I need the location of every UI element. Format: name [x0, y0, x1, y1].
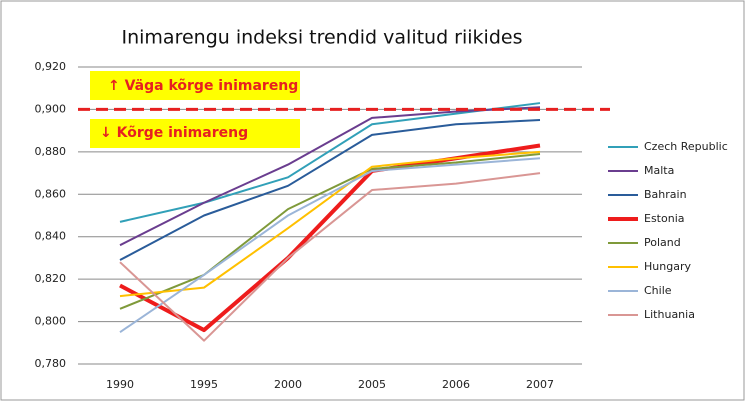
legend-label: Poland: [644, 236, 681, 249]
series-line: [119, 150, 541, 298]
series-line: [119, 119, 541, 261]
y-tick-label: 0,840: [35, 230, 67, 243]
legend-label: Estonia: [644, 212, 685, 225]
y-tick-label: 0,860: [35, 187, 67, 200]
annotation-box: [90, 71, 300, 100]
legend-label: Bahrain: [644, 188, 687, 201]
series-line: [119, 172, 541, 342]
x-tick-label: 1990: [106, 378, 134, 391]
annotation: ↓ Kõrge inimareng: [100, 125, 248, 141]
series-line: [119, 102, 541, 223]
legend-label: Lithuania: [644, 308, 695, 321]
x-tick-label: 1995: [190, 378, 218, 391]
y-tick-label: 0,820: [35, 272, 67, 285]
annotation-box: [90, 119, 300, 148]
y-tick-label: 0,880: [35, 145, 67, 158]
y-tick-label: 0,900: [35, 102, 67, 115]
chart-title: Inimarengu indeksi trendid valitud riiki…: [122, 27, 523, 49]
x-tick-label: 2005: [358, 378, 386, 391]
legend-label: Chile: [644, 284, 672, 297]
x-tick-label: 2000: [274, 378, 302, 391]
x-tick-label: 2006: [442, 378, 470, 391]
series-line: [119, 143, 541, 333]
y-tick-label: 0,800: [35, 315, 67, 328]
annotation: ↑ Väga kõrge inimareng: [108, 78, 298, 94]
legend-label: Hungary: [644, 260, 691, 273]
series-line: [119, 157, 541, 334]
legend-label: Czech Republic: [644, 140, 728, 153]
y-tick-label: 0,780: [35, 357, 67, 370]
series-line: [119, 106, 541, 247]
y-tick-label: 0,920: [35, 60, 67, 73]
x-tick-label: 2007: [526, 378, 554, 391]
series-line: [119, 152, 541, 310]
legend-label: Malta: [644, 164, 674, 177]
